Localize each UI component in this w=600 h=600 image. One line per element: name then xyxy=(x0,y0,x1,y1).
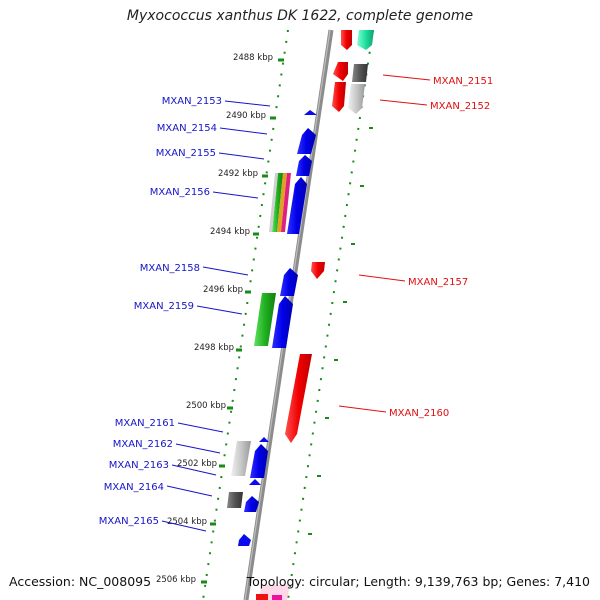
kbp-label-2490: 2490 kbp xyxy=(226,111,266,121)
page-title: Myxococcus xanthus DK 1622, complete gen… xyxy=(126,8,474,24)
gene-label-mxan-2152: MXAN_2152 xyxy=(430,101,490,112)
gene-block-mxan-2159 xyxy=(272,296,293,348)
kbp-label-2492: 2492 kbp xyxy=(218,169,258,179)
gene-block-mxan-2160 xyxy=(285,354,312,443)
kbp-label-2496: 2496 kbp xyxy=(203,285,243,295)
gene-label-mxan-2151: MXAN_2151 xyxy=(433,76,493,87)
kbp-label-2500: 2500 kbp xyxy=(186,401,226,411)
gene-block-mxan-2164 xyxy=(244,496,259,512)
gene-block-mxan-2163 xyxy=(249,479,261,485)
genome-summary: Topology: circular; Length: 9,139,763 bp… xyxy=(246,574,590,589)
plus-strand-genes xyxy=(256,30,374,600)
gene-label-mxan-2162: MXAN_2162 xyxy=(113,439,173,450)
gene-block-mxan-2165 xyxy=(238,534,251,546)
gene-block-mxan-2162 xyxy=(250,444,268,478)
gene-block-top-teal xyxy=(357,30,374,50)
gene-block-mxan-2156 xyxy=(287,177,307,234)
kbp-label-2488: 2488 kbp xyxy=(233,53,273,63)
kbp-label-2502: 2502 kbp xyxy=(177,459,217,469)
gene-label-mxan-2160: MXAN_2160 xyxy=(389,408,449,419)
accession-label: Accession: NC_008095 xyxy=(9,574,152,589)
gene-label-mxan-2164: MXAN_2164 xyxy=(104,482,164,493)
gene-block-mxan-2157 xyxy=(311,262,325,279)
gene-block-mxan-2154 xyxy=(297,128,316,154)
minus-strand-genes xyxy=(227,110,317,546)
kbp-label-2498: 2498 kbp xyxy=(194,343,234,353)
kbp-label-2494: 2494 kbp xyxy=(210,227,250,237)
kbp-label-2504: 2504 kbp xyxy=(167,517,207,527)
minor-ticks-right xyxy=(308,127,373,535)
gene-block-mxan-2153 xyxy=(304,110,317,115)
gene-label-mxan-2157: MXAN_2157 xyxy=(408,277,468,288)
gene-label-mxan-2159: MXAN_2159 xyxy=(134,301,194,312)
gene-label-mxan-2153: MXAN_2153 xyxy=(162,96,222,107)
gene-label-mxan-2158: MXAN_2158 xyxy=(140,263,200,274)
gene-label-mxan-2165: MXAN_2165 xyxy=(99,516,159,527)
gene-block-top-red xyxy=(341,30,352,50)
gene-label-mxan-2156: MXAN_2156 xyxy=(150,187,210,198)
gene-block-mxan-2152 xyxy=(332,82,346,112)
gene-label-mxan-2163: MXAN_2163 xyxy=(109,460,169,471)
scale-axis: 2488 kbp 2490 kbp 2492 kbp 2494 kbp 2496… xyxy=(156,53,284,585)
gene-block-mxan-2151 xyxy=(333,62,348,81)
gene-block-mxan-2161 xyxy=(259,437,269,442)
gene-label-mxan-2154: MXAN_2154 xyxy=(157,123,217,134)
gene-block-mxan-2155 xyxy=(296,155,312,176)
gene-block-mxan-2158 xyxy=(280,268,298,296)
gene-label-mxan-2161: MXAN_2161 xyxy=(115,418,175,429)
kbp-label-2506: 2506 kbp xyxy=(156,575,196,585)
gene-label-mxan-2155: MXAN_2155 xyxy=(156,148,216,159)
